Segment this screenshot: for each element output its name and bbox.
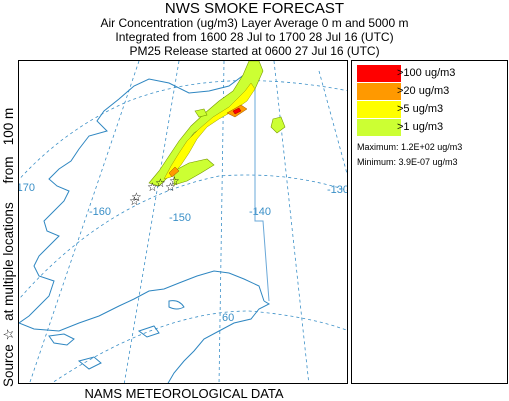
- lon-label: -140: [249, 206, 271, 218]
- map-panel: -170 -160 -150 -140 -130 60: [18, 60, 348, 384]
- coastline: [19, 61, 271, 383]
- source-marker: ☆: [165, 180, 176, 194]
- source-marker: ☆: [129, 194, 140, 208]
- legend-swatch-20: [357, 83, 401, 100]
- latitude-gridlines: [19, 80, 347, 383]
- legend-swatch-5: [357, 101, 401, 118]
- source-marker: ☆: [169, 174, 180, 188]
- us-canada-border: [254, 61, 270, 302]
- alaska-peninsula: [167, 300, 271, 383]
- plume-band-20: [168, 166, 180, 178]
- source-markers: ☆ ☆ ☆ ☆ ☆ ☆: [129, 174, 180, 208]
- island-2: [77, 356, 102, 370]
- lon-label: -150: [169, 212, 191, 224]
- lat-gridline: [19, 80, 347, 181]
- smoke-plume: [148, 61, 286, 187]
- legend-swatch-100: [357, 65, 401, 82]
- lat-label: 60: [222, 312, 234, 324]
- lon-gridline: [29, 61, 140, 383]
- lon-label: -170: [19, 182, 35, 194]
- lon-gridline: [273, 61, 310, 383]
- maximum-value: Maximum: 1.2E+02 ug/m3: [357, 142, 463, 152]
- legend-panel: >100 ug/m3 >20 ug/m3 >5 ug/m3 >1 ug/m3 M…: [351, 60, 508, 384]
- island-4: [168, 300, 185, 310]
- lon-gridline: [318, 70, 347, 176]
- source-marker: ☆: [131, 190, 142, 204]
- western-coast: [19, 61, 260, 324]
- plume-band-5: [163, 82, 256, 180]
- plume-band-100: [232, 107, 242, 115]
- minimum-value: Minimum: 3.9E-07 ug/m3: [357, 157, 458, 167]
- southern-coast: [19, 270, 265, 332]
- lon-label: -130: [327, 184, 348, 196]
- lon-gridline: [123, 61, 180, 383]
- island-1: [48, 333, 75, 346]
- legend-swatch-1: [357, 119, 401, 136]
- source-marker: ☆: [147, 180, 158, 194]
- source-location-label: Source ☆ at multiple locations from 100 …: [1, 107, 16, 387]
- source-marker: ☆: [155, 176, 166, 190]
- lon-label: -160: [89, 206, 111, 218]
- legend-label-20: >20 ug/m3: [397, 85, 450, 97]
- release-time: PM25 Release started at 0600 27 Jul 16 (…: [129, 44, 380, 58]
- alaska-map: -170 -160 -150 -140 -130 60: [19, 61, 348, 383]
- legend-label-1: >1 ug/m3: [397, 121, 444, 133]
- plume-band-1b: [173, 158, 215, 186]
- plume-patch: [194, 108, 208, 118]
- lat-gridline: [51, 310, 347, 383]
- met-data-label: NAMS METEOROLOGICAL DATA: [84, 386, 284, 401]
- plume-patch: [270, 116, 286, 134]
- forecast-title: NWS SMOKE FORECAST: [164, 0, 345, 17]
- concentration-subtitle: Air Concentration (ug/m3) Layer Average …: [100, 16, 409, 30]
- lat-gridline: [19, 174, 347, 300]
- integration-period: Integrated from 1600 28 Jul to 1700 28 J…: [115, 30, 394, 44]
- legend-label-100: >100 ug/m3: [397, 67, 456, 79]
- legend-label-5: >5 ug/m3: [397, 103, 444, 115]
- island-3: [137, 325, 160, 338]
